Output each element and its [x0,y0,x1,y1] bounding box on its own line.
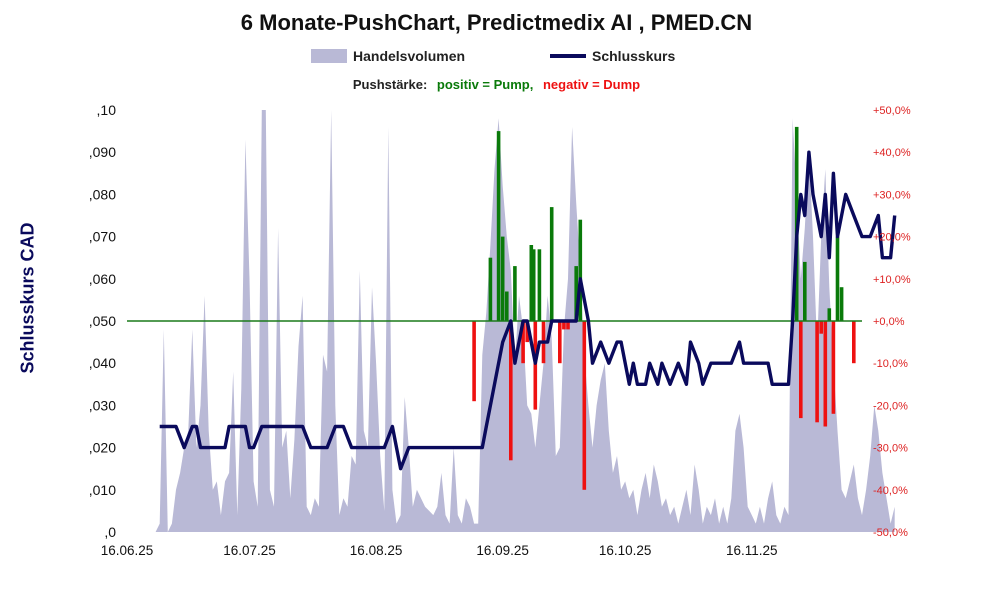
chart-title: 6 Monate-PushChart, Predictmedix AI , PM… [240,10,753,35]
push-legend: Pushstärke: positiv = Pump, negativ = Du… [0,77,993,92]
push-bar-negative [525,321,529,343]
legend-swatch-price [550,54,586,58]
y-tick-label: ,050 [89,313,116,329]
push-bar-negative [823,321,828,427]
legend: Handelsvolumen Schlusskurs [0,48,993,70]
y2-tick-label: +20,0% [873,232,911,244]
y2-tick-label: +30,0% [873,189,911,201]
push-bar-negative [819,321,823,334]
push-bar-positive [500,236,505,321]
y-tick-label: ,070 [89,229,116,245]
y-tick-label: ,0 [104,524,116,540]
y-tick-label: ,090 [89,144,116,160]
push-bar-positive [803,261,807,321]
y2-tick-label: +0,0% [873,316,905,328]
push-bar-negative [831,321,836,414]
y-tick-label: ,060 [89,271,116,287]
push-bar-positive [529,245,534,321]
y-tick-label: ,030 [89,397,116,413]
push-bar-positive [835,236,840,321]
push-bar-negative [582,321,587,490]
axes-layer: ,0 ,010 ,020 ,030 ,040 ,050 ,060 ,070 ,080 ,090 ,1… [89,102,911,558]
push-bar-negative [472,321,476,402]
x-tick-label: 16.09.25 [476,543,529,558]
legend-item-price: Schlusskurs [550,48,675,64]
push-bar-positive [839,287,844,321]
push-bar-negative [509,321,513,461]
push-legend-label: Pushstärke: [352,77,428,92]
volume-area [155,110,895,532]
push-bar-positive [513,266,517,321]
x-tick-label: 16.11.25 [726,543,778,558]
x-tick-label: 16.08.25 [350,543,403,558]
volume-layer [155,110,895,532]
push-bar-positive [578,219,583,321]
push-bar-negative [558,321,562,364]
x-tick-label: 16.07.25 [223,543,276,558]
y2-tick-label: -50,0% [873,527,908,539]
y-tick-label: ,080 [89,186,116,202]
y2-tick-label: -20,0% [873,400,908,412]
push-legend-negative: negativ = Dump [542,77,641,92]
push-bar-positive [488,257,493,321]
y2-tick-label: -40,0% [873,485,908,497]
price-line [159,150,897,471]
y2-tick-label: +40,0% [873,147,911,159]
push-bar-negative [852,321,856,364]
price-layer [159,150,897,471]
push-bar-positive [505,291,509,321]
push-bar-positive [496,131,501,321]
y-tick-label: ,10 [97,102,117,118]
y-tick-label: ,020 [89,440,116,456]
push-bar-negative [815,321,819,423]
y-tick-label: ,040 [89,355,116,371]
legend-label-volume: Handelsvolumen [353,48,466,64]
push-bar-positive [574,266,578,321]
y2-tick-label: +50,0% [873,105,911,117]
push-legend-positive: positiv = Pump, [436,77,534,92]
x-tick-label: 16.06.25 [101,543,154,558]
push-bar-positive [549,207,554,321]
push-bar-negative [562,321,566,330]
y-tick-label: ,010 [89,482,116,498]
y2-tick-label: -30,0% [873,443,908,455]
y2-tick-label: -10,0% [873,358,908,370]
push-bar-positive [531,249,536,321]
push-bar-negative [533,321,538,410]
legend-item-volume: Handelsvolumen [311,48,465,64]
legend-label-price: Schlusskurs [592,48,676,64]
y2-tick-label: +10,0% [873,274,911,286]
push-bar-positive [827,308,832,321]
x-tick-label: 16.10.25 [599,543,652,558]
push-bar-negative [566,321,570,330]
push-bar-negative [521,321,525,364]
legend-swatch-volume [311,49,347,63]
push-bar-negative [799,321,803,419]
push-bar-positive [537,249,542,321]
